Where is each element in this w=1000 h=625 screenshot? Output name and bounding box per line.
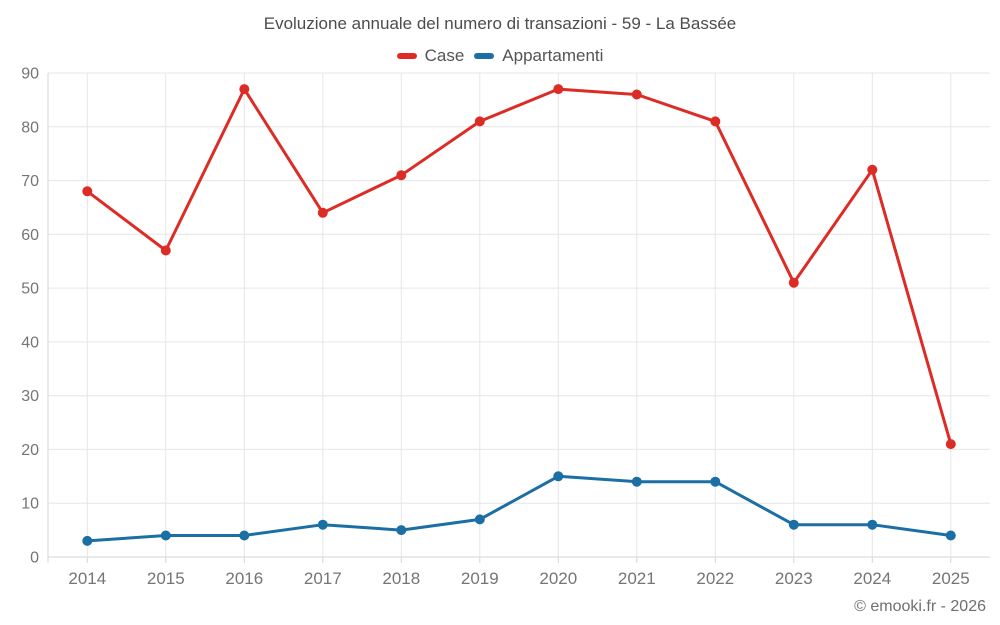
x-axis-tick-label: 2024 (853, 569, 891, 588)
data-point-appartamenti[interactable] (160, 530, 171, 541)
data-point-case[interactable] (788, 277, 799, 288)
legend-label-case: Case (424, 46, 465, 65)
data-point-case[interactable] (867, 164, 878, 175)
data-point-appartamenti[interactable] (867, 519, 878, 530)
series-line-case (85, 87, 953, 446)
data-point-case[interactable] (396, 170, 407, 181)
data-point-case[interactable] (553, 84, 564, 95)
data-point-case[interactable] (474, 116, 485, 127)
x-axis-tick-label: 2020 (539, 569, 577, 588)
x-axis-tick-label: 2014 (68, 569, 106, 588)
y-axis-tick-label: 30 (21, 388, 39, 405)
y-axis-tick-label: 0 (30, 550, 39, 567)
x-axis-tick-label: 2017 (304, 569, 342, 588)
data-point-case[interactable] (82, 186, 93, 197)
legend-item-case[interactable]: Case (396, 46, 465, 66)
chart-title: Evoluzione annuale del numero di transaz… (263, 14, 737, 33)
legend-item-appartamenti[interactable]: Appartamenti (474, 46, 603, 66)
y-axis-tick-label: 10 (21, 496, 39, 513)
data-point-appartamenti[interactable] (239, 530, 250, 541)
x-axis-tick-label: 2021 (618, 569, 656, 588)
y-axis-tick-label: 50 (21, 281, 39, 298)
legend-label-appartamenti: Appartamenti (502, 46, 604, 65)
data-point-appartamenti[interactable] (553, 471, 564, 482)
data-point-appartamenti[interactable] (631, 476, 642, 487)
y-axis-tick-label: 40 (21, 334, 39, 351)
y-axis-tick-label: 60 (21, 227, 39, 244)
data-point-appartamenti[interactable] (317, 519, 328, 530)
data-point-case[interactable] (631, 89, 642, 100)
y-axis-tick-label: 80 (21, 119, 39, 136)
chart-footer: © emooki.fr - 2026 (854, 598, 986, 615)
x-axis-tick-label: 2022 (696, 569, 734, 588)
x-axis-tick-label: 2018 (382, 569, 420, 588)
x-axis-tick-label: 2016 (225, 569, 263, 588)
data-point-appartamenti[interactable] (945, 530, 956, 541)
data-point-case[interactable] (160, 245, 171, 256)
y-axis-tick-label: 20 (21, 442, 39, 459)
data-point-appartamenti[interactable] (788, 519, 799, 530)
data-point-appartamenti[interactable] (710, 476, 721, 487)
y-axis-tick-label: 70 (21, 173, 39, 190)
x-axis-tick-label: 2023 (775, 569, 813, 588)
data-point-case[interactable] (317, 207, 328, 218)
data-point-appartamenti[interactable] (396, 525, 407, 536)
data-point-case[interactable] (710, 116, 721, 127)
x-axis-tick-label: 2015 (147, 569, 185, 588)
appartamenti-series-swatch-icon (474, 53, 495, 59)
chart-legend: Case Appartamenti (0, 44, 1000, 68)
y-axis-tick-label: 90 (21, 66, 39, 83)
x-axis-tick-label: 2025 (932, 569, 970, 588)
data-point-case[interactable] (945, 439, 956, 450)
data-point-case[interactable] (239, 84, 250, 95)
data-point-appartamenti[interactable] (82, 535, 93, 546)
series-line-appartamenti (85, 474, 953, 543)
data-point-appartamenti[interactable] (474, 514, 485, 525)
x-axis-tick-label: 2019 (461, 569, 499, 588)
case-series-swatch-icon (396, 53, 417, 59)
